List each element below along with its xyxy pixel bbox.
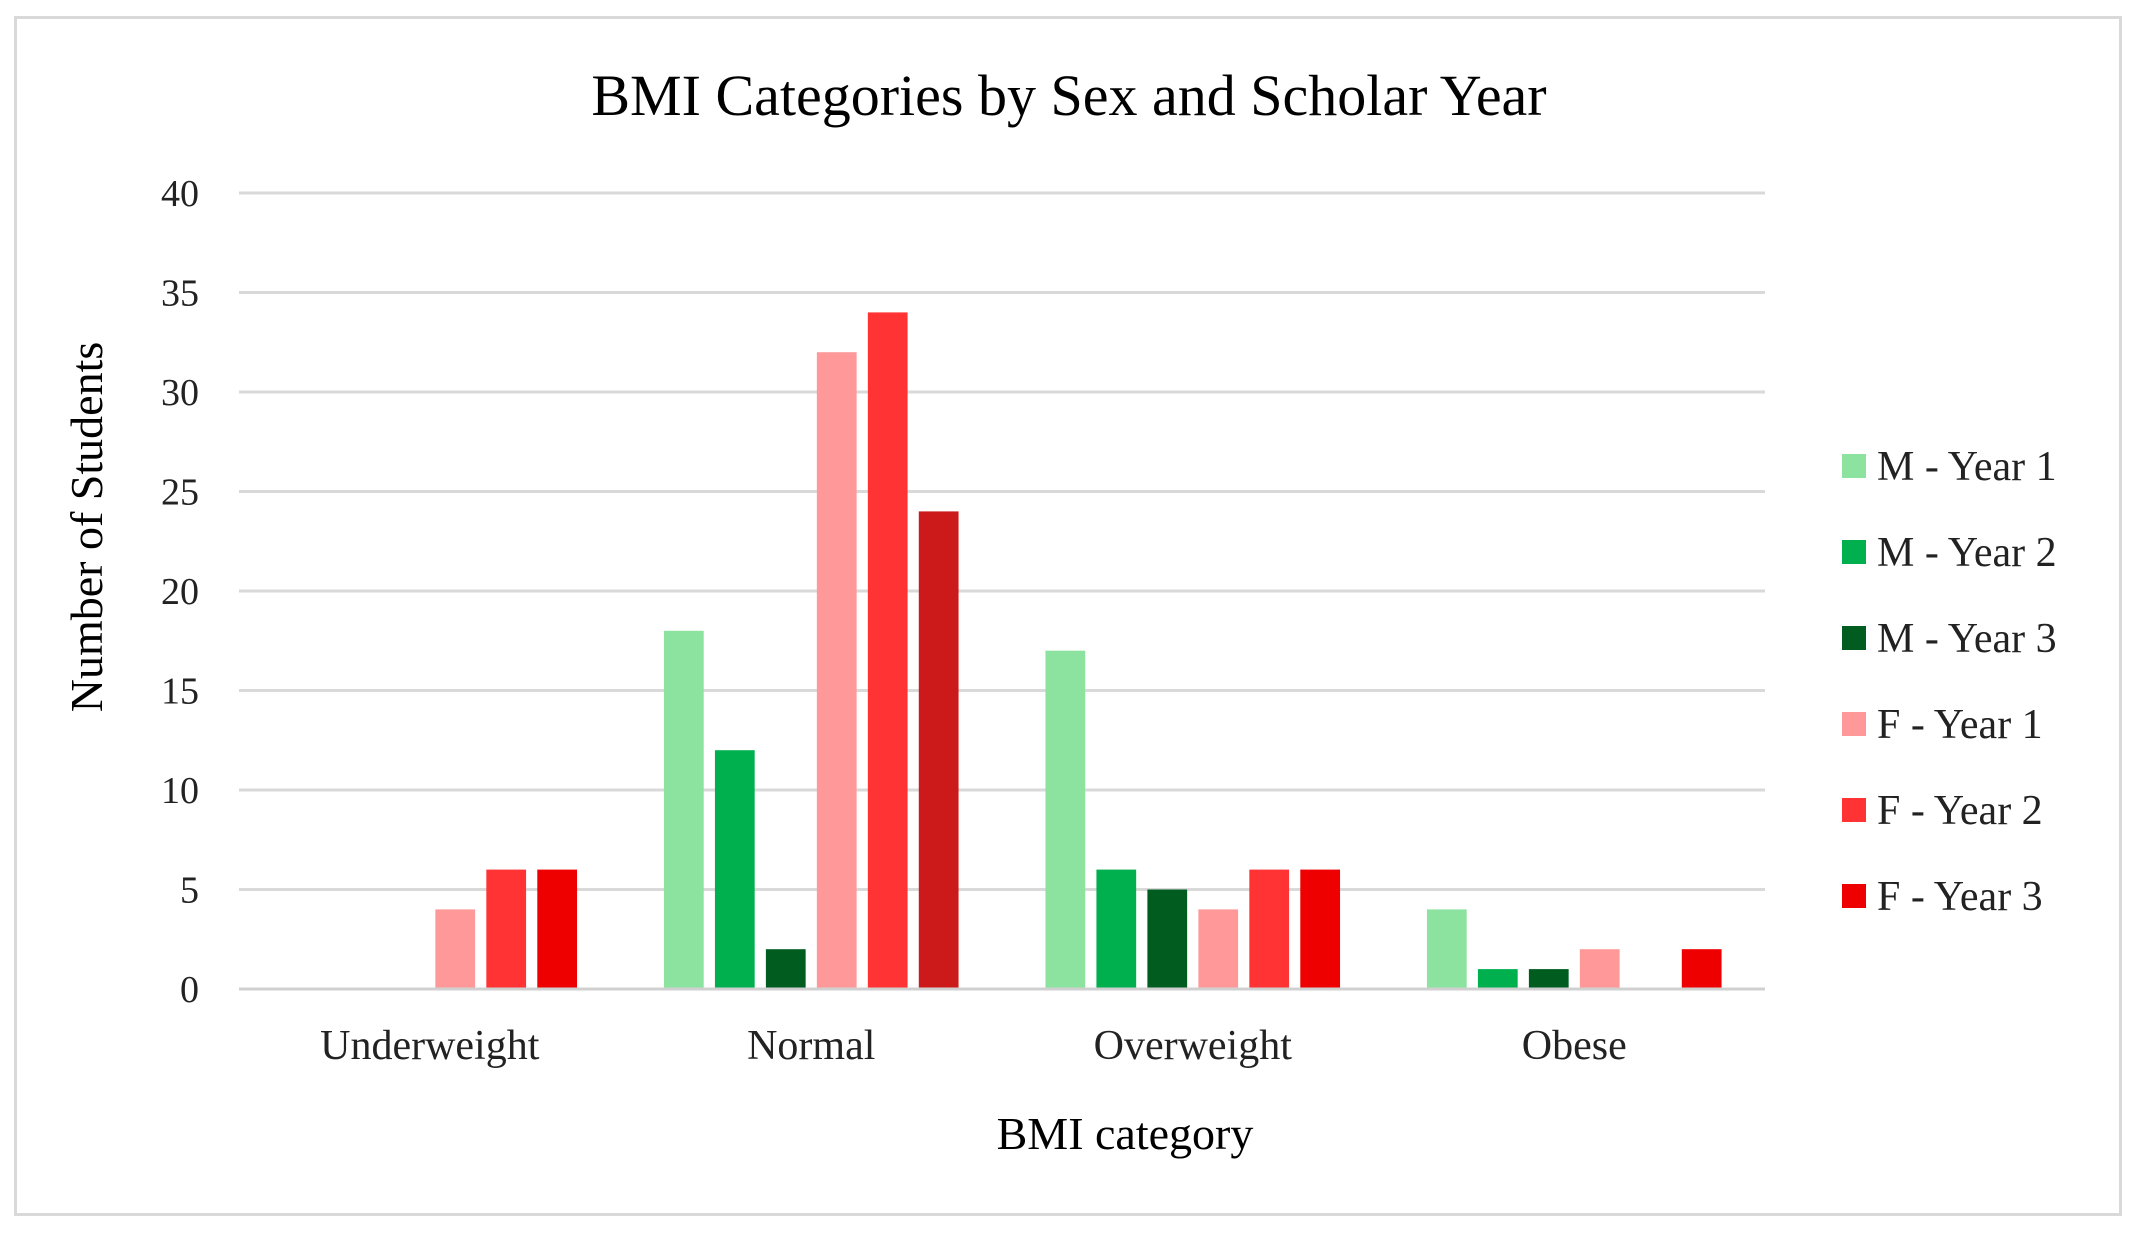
y-tick-label: 35 bbox=[161, 273, 199, 315]
x-category-label: Underweight bbox=[320, 1023, 540, 1069]
legend-label: M - Year 3 bbox=[1877, 616, 2057, 662]
bar-obese-m-year-2 bbox=[1477, 969, 1518, 989]
bar-obese-f-year-3 bbox=[1681, 949, 1722, 989]
bar-overweight-m-year-2 bbox=[1096, 869, 1137, 989]
chart-title: BMI Categories by Sex and Scholar Year bbox=[591, 63, 1546, 128]
legend-label: M - Year 2 bbox=[1877, 530, 2057, 576]
legend-swatch bbox=[1842, 798, 1866, 822]
legend-label: M - Year 1 bbox=[1877, 444, 2057, 490]
bar-normal-m-year-1 bbox=[663, 630, 704, 989]
y-axis-ticks: 0 5 10 15 20 25 30 35 40 bbox=[161, 173, 199, 1011]
x-axis-categories: Underweight Normal Overweight Obese bbox=[320, 1023, 1627, 1069]
y-tick-label: 25 bbox=[161, 472, 199, 514]
bar-overweight-f-year-3 bbox=[1300, 869, 1341, 989]
x-axis-title: BMI category bbox=[997, 1108, 1254, 1159]
legend: M - Year 1 M - Year 2 M - Year 3 F - Year 1… bbox=[1842, 444, 2057, 920]
chart-frame: BMI Categories by Sex and Scholar Year 0… bbox=[14, 16, 2122, 1216]
legend-item: M - Year 3 bbox=[1842, 616, 2057, 662]
bar-obese-m-year-1 bbox=[1426, 909, 1467, 989]
y-tick-label: 5 bbox=[180, 870, 199, 912]
y-tick-label: 40 bbox=[161, 173, 199, 215]
y-tick-label: 30 bbox=[161, 372, 199, 414]
bar-normal-f-year-3 bbox=[918, 511, 959, 989]
legend-label: F - Year 3 bbox=[1877, 874, 2043, 920]
bar-normal-f-year-1 bbox=[816, 352, 857, 989]
gridlines bbox=[239, 191, 1765, 991]
y-tick-label: 15 bbox=[161, 671, 199, 713]
legend-swatch bbox=[1842, 454, 1866, 478]
legend-swatch bbox=[1842, 884, 1866, 908]
y-tick-label: 0 bbox=[180, 969, 199, 1011]
x-category-label: Overweight bbox=[1094, 1023, 1293, 1069]
legend-swatch bbox=[1842, 712, 1866, 736]
y-axis-title: Number of Students bbox=[61, 342, 112, 713]
legend-label: F - Year 1 bbox=[1877, 702, 2043, 748]
legend-item: F - Year 1 bbox=[1842, 702, 2043, 748]
y-tick-label: 20 bbox=[161, 571, 199, 613]
legend-item: M - Year 1 bbox=[1842, 444, 2057, 490]
bar-obese-m-year-3 bbox=[1528, 969, 1569, 989]
bar-overweight-m-year-3 bbox=[1147, 889, 1188, 989]
bar-obese-f-year-1 bbox=[1579, 949, 1620, 989]
legend-swatch bbox=[1842, 540, 1866, 564]
bar-chart: BMI Categories by Sex and Scholar Year 0… bbox=[61, 63, 2057, 1159]
bar-underweight-f-year-1 bbox=[435, 909, 476, 989]
bar-normal-m-year-3 bbox=[765, 949, 806, 989]
bar-underweight-f-year-2 bbox=[486, 869, 527, 989]
bars bbox=[239, 312, 1765, 991]
bar-underweight-f-year-3 bbox=[537, 869, 578, 989]
bar-overweight-m-year-1 bbox=[1045, 650, 1086, 989]
legend-item: M - Year 2 bbox=[1842, 530, 2057, 576]
bar-normal-m-year-2 bbox=[714, 750, 755, 989]
legend-swatch bbox=[1842, 626, 1866, 650]
bar-overweight-f-year-2 bbox=[1249, 869, 1290, 989]
bar-normal-f-year-2 bbox=[867, 312, 908, 989]
x-category-label: Normal bbox=[747, 1023, 875, 1069]
y-tick-label: 10 bbox=[161, 770, 199, 812]
x-category-label: Obese bbox=[1522, 1023, 1627, 1069]
legend-label: F - Year 2 bbox=[1877, 788, 2043, 834]
bar-overweight-f-year-1 bbox=[1198, 909, 1239, 989]
legend-item: F - Year 2 bbox=[1842, 788, 2043, 834]
legend-item: F - Year 3 bbox=[1842, 874, 2043, 920]
